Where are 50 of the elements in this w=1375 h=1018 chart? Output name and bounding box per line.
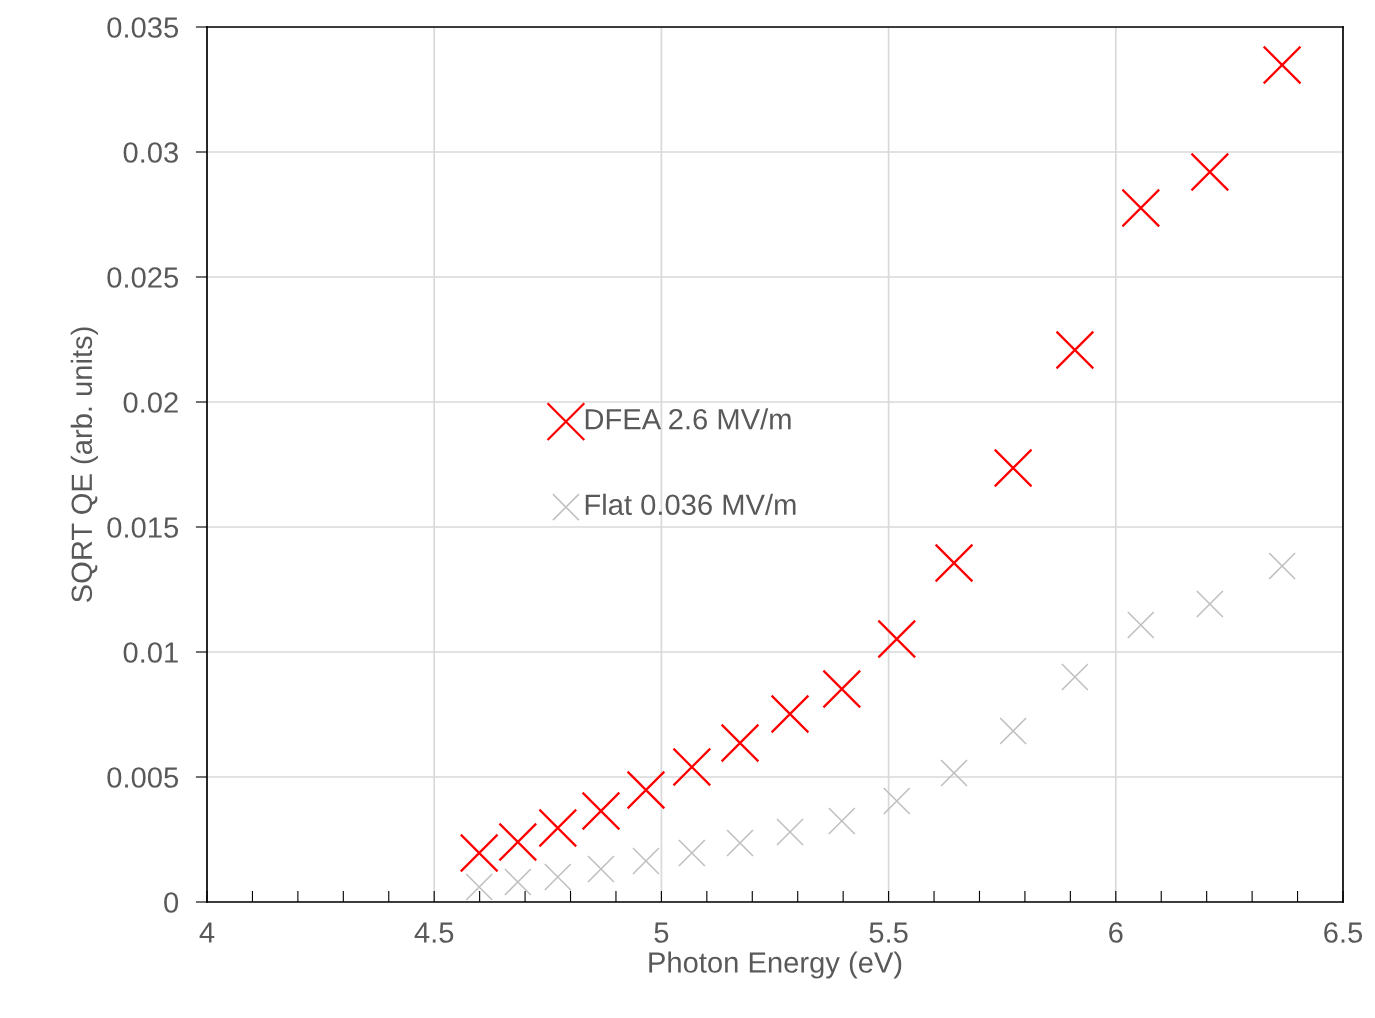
point — [626, 770, 666, 810]
x-tick-label: 4 — [199, 922, 215, 943]
point — [934, 543, 974, 583]
y-tick-label: 0.035 — [107, 17, 179, 38]
x-tick-label: 6.5 — [1324, 922, 1363, 943]
point — [877, 619, 917, 659]
point — [1268, 552, 1296, 580]
point — [587, 855, 615, 883]
point — [1127, 611, 1155, 639]
y-tick-label: 0.025 — [107, 267, 179, 288]
point — [822, 669, 862, 709]
point — [828, 807, 856, 835]
x-tick-label: 6 — [1109, 922, 1123, 943]
point — [544, 863, 572, 891]
point — [678, 839, 706, 867]
x-axis-title: Photon Energy (eV) — [649, 951, 902, 979]
y-tick-label: 0.005 — [107, 767, 179, 788]
x-tick-label: 5.5 — [869, 922, 908, 943]
point — [465, 873, 493, 901]
point — [1196, 590, 1224, 618]
point — [672, 747, 712, 787]
x-tick-label: 4.5 — [414, 922, 454, 943]
y-tick-label: 0.02 — [123, 392, 178, 413]
point — [1055, 330, 1095, 370]
point — [999, 717, 1027, 745]
point — [993, 448, 1033, 488]
legend-label: DFEA 2.6 MV/m — [585, 408, 791, 430]
point — [720, 723, 760, 763]
point — [632, 847, 660, 875]
point — [1262, 45, 1302, 85]
point — [770, 694, 810, 734]
point — [581, 791, 621, 831]
y-axis-title: SQRT QE (arb. units) — [70, 327, 98, 603]
point — [498, 822, 538, 862]
point — [940, 759, 968, 787]
point — [1190, 152, 1230, 192]
y-tick-label: 0.03 — [123, 142, 178, 163]
point — [459, 833, 499, 873]
x-tick-label: 5 — [654, 922, 669, 943]
y-tick-label: 0.015 — [107, 517, 179, 538]
point — [776, 818, 804, 846]
point — [726, 829, 754, 857]
y-tick-label: 0.01 — [123, 642, 178, 663]
legend-label: Flat 0.036 MV/m — [585, 493, 796, 516]
point — [538, 808, 578, 848]
point — [1121, 188, 1161, 228]
point — [504, 868, 532, 896]
y-tick-label: 0 — [164, 892, 179, 913]
point — [883, 787, 911, 815]
point — [1061, 663, 1089, 691]
